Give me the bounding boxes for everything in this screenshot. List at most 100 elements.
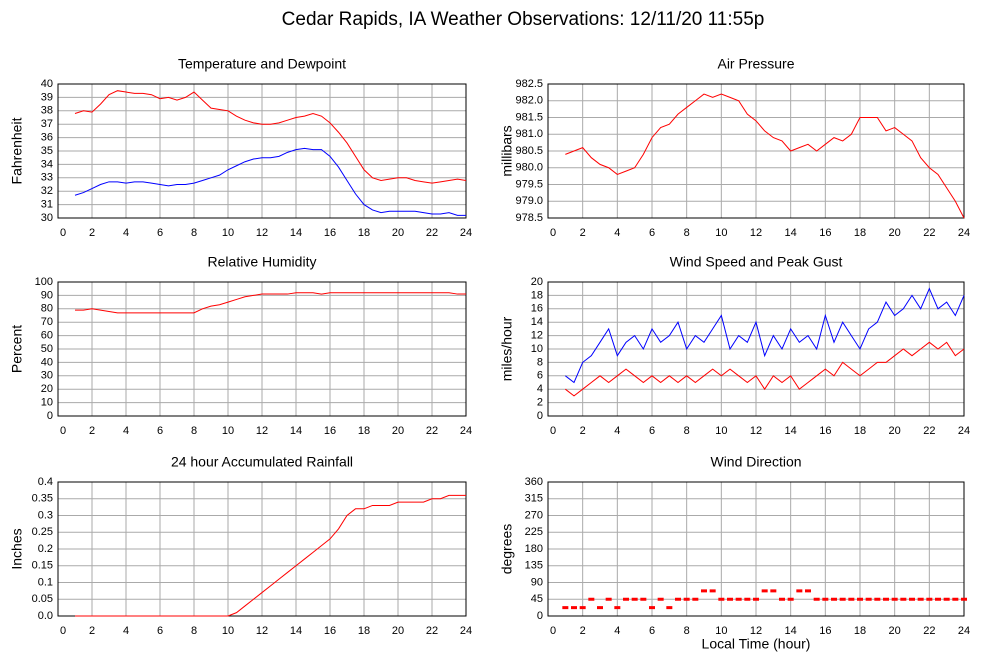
y-tick-label: 37	[41, 118, 53, 130]
x-tick-label: 18	[854, 425, 866, 437]
data-point	[761, 589, 768, 593]
y-tick-label: 315	[525, 493, 543, 505]
data-point	[683, 597, 690, 601]
x-tick-label: 22	[426, 227, 438, 239]
x-tick-label: 24	[958, 425, 970, 437]
y-tick-label: 982.0	[515, 95, 543, 107]
x-tick-label: 22	[426, 425, 438, 437]
data-point	[571, 606, 577, 610]
y-tick-label: 30	[41, 212, 53, 224]
x-tick-label: 12	[750, 425, 762, 437]
y-tick-label: 36	[41, 132, 53, 144]
x-tick-label: 4	[123, 227, 129, 239]
x-tick-label: 2	[89, 227, 95, 239]
data-point	[727, 597, 733, 601]
plot-border	[57, 83, 467, 219]
data-point	[579, 606, 586, 610]
x-tick-label: 24	[958, 227, 970, 239]
y-tick-label: 2	[537, 397, 543, 409]
data-line	[75, 292, 466, 314]
y-tick-label: 0.2	[38, 543, 53, 555]
data-point	[753, 597, 759, 601]
x-tick-label: 18	[358, 625, 370, 637]
y-axis-label: Percent	[9, 325, 25, 373]
y-tick-label: 39	[41, 91, 53, 103]
y-axis-label: Inches	[9, 528, 25, 569]
x-tick-label: 0	[550, 625, 556, 637]
data-point	[831, 597, 837, 601]
y-tick-label: 0	[47, 410, 53, 422]
data-point	[813, 597, 820, 601]
y-axis-label: degrees	[499, 524, 515, 575]
y-tick-label: 35	[41, 145, 53, 157]
y-tick-label: 34	[41, 158, 53, 170]
y-tick-label: 979.5	[515, 178, 543, 190]
data-point	[805, 589, 811, 593]
x-tick-label: 22	[923, 227, 935, 239]
data-point	[675, 597, 681, 601]
data-line	[75, 494, 466, 617]
y-tick-label: 30	[41, 370, 53, 382]
x-tick-label: 22	[426, 625, 438, 637]
data-point	[917, 597, 924, 601]
data-point	[900, 597, 907, 601]
y-tick-label: 20	[41, 383, 53, 395]
data-point	[623, 597, 629, 601]
y-axis-label: miles/hour	[499, 316, 515, 381]
y-tick-label: 225	[525, 526, 543, 538]
x-tick-label: 6	[157, 625, 163, 637]
x-tick-label: 24	[460, 625, 472, 637]
x-tick-label: 8	[191, 425, 197, 437]
y-tick-label: 14	[531, 316, 543, 328]
x-tick-label: 14	[785, 227, 797, 239]
data-point	[657, 597, 664, 601]
x-tick-label: 16	[819, 625, 831, 637]
data-line	[565, 341, 965, 397]
data-point	[735, 597, 742, 601]
y-tick-label: 80	[41, 303, 53, 315]
x-tick-label: 0	[60, 227, 66, 239]
y-tick-label: 0.4	[38, 476, 53, 488]
y-tick-label: 0.15	[32, 560, 53, 572]
x-tick-label: 12	[750, 227, 762, 239]
x-tick-label: 16	[324, 227, 336, 239]
panel-title: Temperature and Dewpoint	[178, 56, 346, 72]
data-point	[649, 606, 655, 610]
y-tick-label: 980.0	[515, 162, 543, 174]
panel-title: Air Pressure	[717, 56, 794, 72]
y-tick-label: 38	[41, 105, 53, 117]
y-tick-label: 10	[531, 343, 543, 355]
y-tick-label: 90	[531, 576, 543, 588]
y-tick-label: 40	[41, 78, 53, 90]
y-axis-label: millibars	[499, 125, 515, 176]
x-tick-label: 0	[60, 625, 66, 637]
x-tick-label: 0	[550, 425, 556, 437]
y-tick-label: 270	[525, 509, 543, 521]
x-tick-label: 12	[256, 227, 268, 239]
x-tick-label: 10	[715, 227, 727, 239]
y-tick-label: 0.25	[32, 526, 53, 538]
page-title: Cedar Rapids, IA Weather Observations: 1…	[282, 9, 765, 30]
y-tick-label: 0.0	[38, 610, 53, 622]
data-point	[857, 597, 863, 601]
data-point	[562, 606, 569, 610]
x-tick-label: 20	[392, 227, 404, 239]
x-tick-label: 20	[889, 227, 901, 239]
x-tick-label: 4	[614, 227, 620, 239]
y-tick-label: 70	[41, 316, 53, 328]
data-point	[718, 597, 725, 601]
plot-border	[57, 281, 467, 417]
y-tick-label: 10	[41, 397, 53, 409]
y-tick-label: 0	[537, 610, 543, 622]
x-tick-label: 2	[580, 425, 586, 437]
x-tick-label: 16	[819, 227, 831, 239]
x-tick-label: 6	[157, 227, 163, 239]
x-tick-label: 14	[290, 425, 302, 437]
y-tick-label: 16	[531, 303, 543, 315]
y-tick-label: 0	[537, 410, 543, 422]
data-point	[614, 606, 621, 610]
x-tick-label: 22	[923, 425, 935, 437]
x-tick-label: 4	[614, 625, 620, 637]
x-tick-label: 18	[358, 227, 370, 239]
